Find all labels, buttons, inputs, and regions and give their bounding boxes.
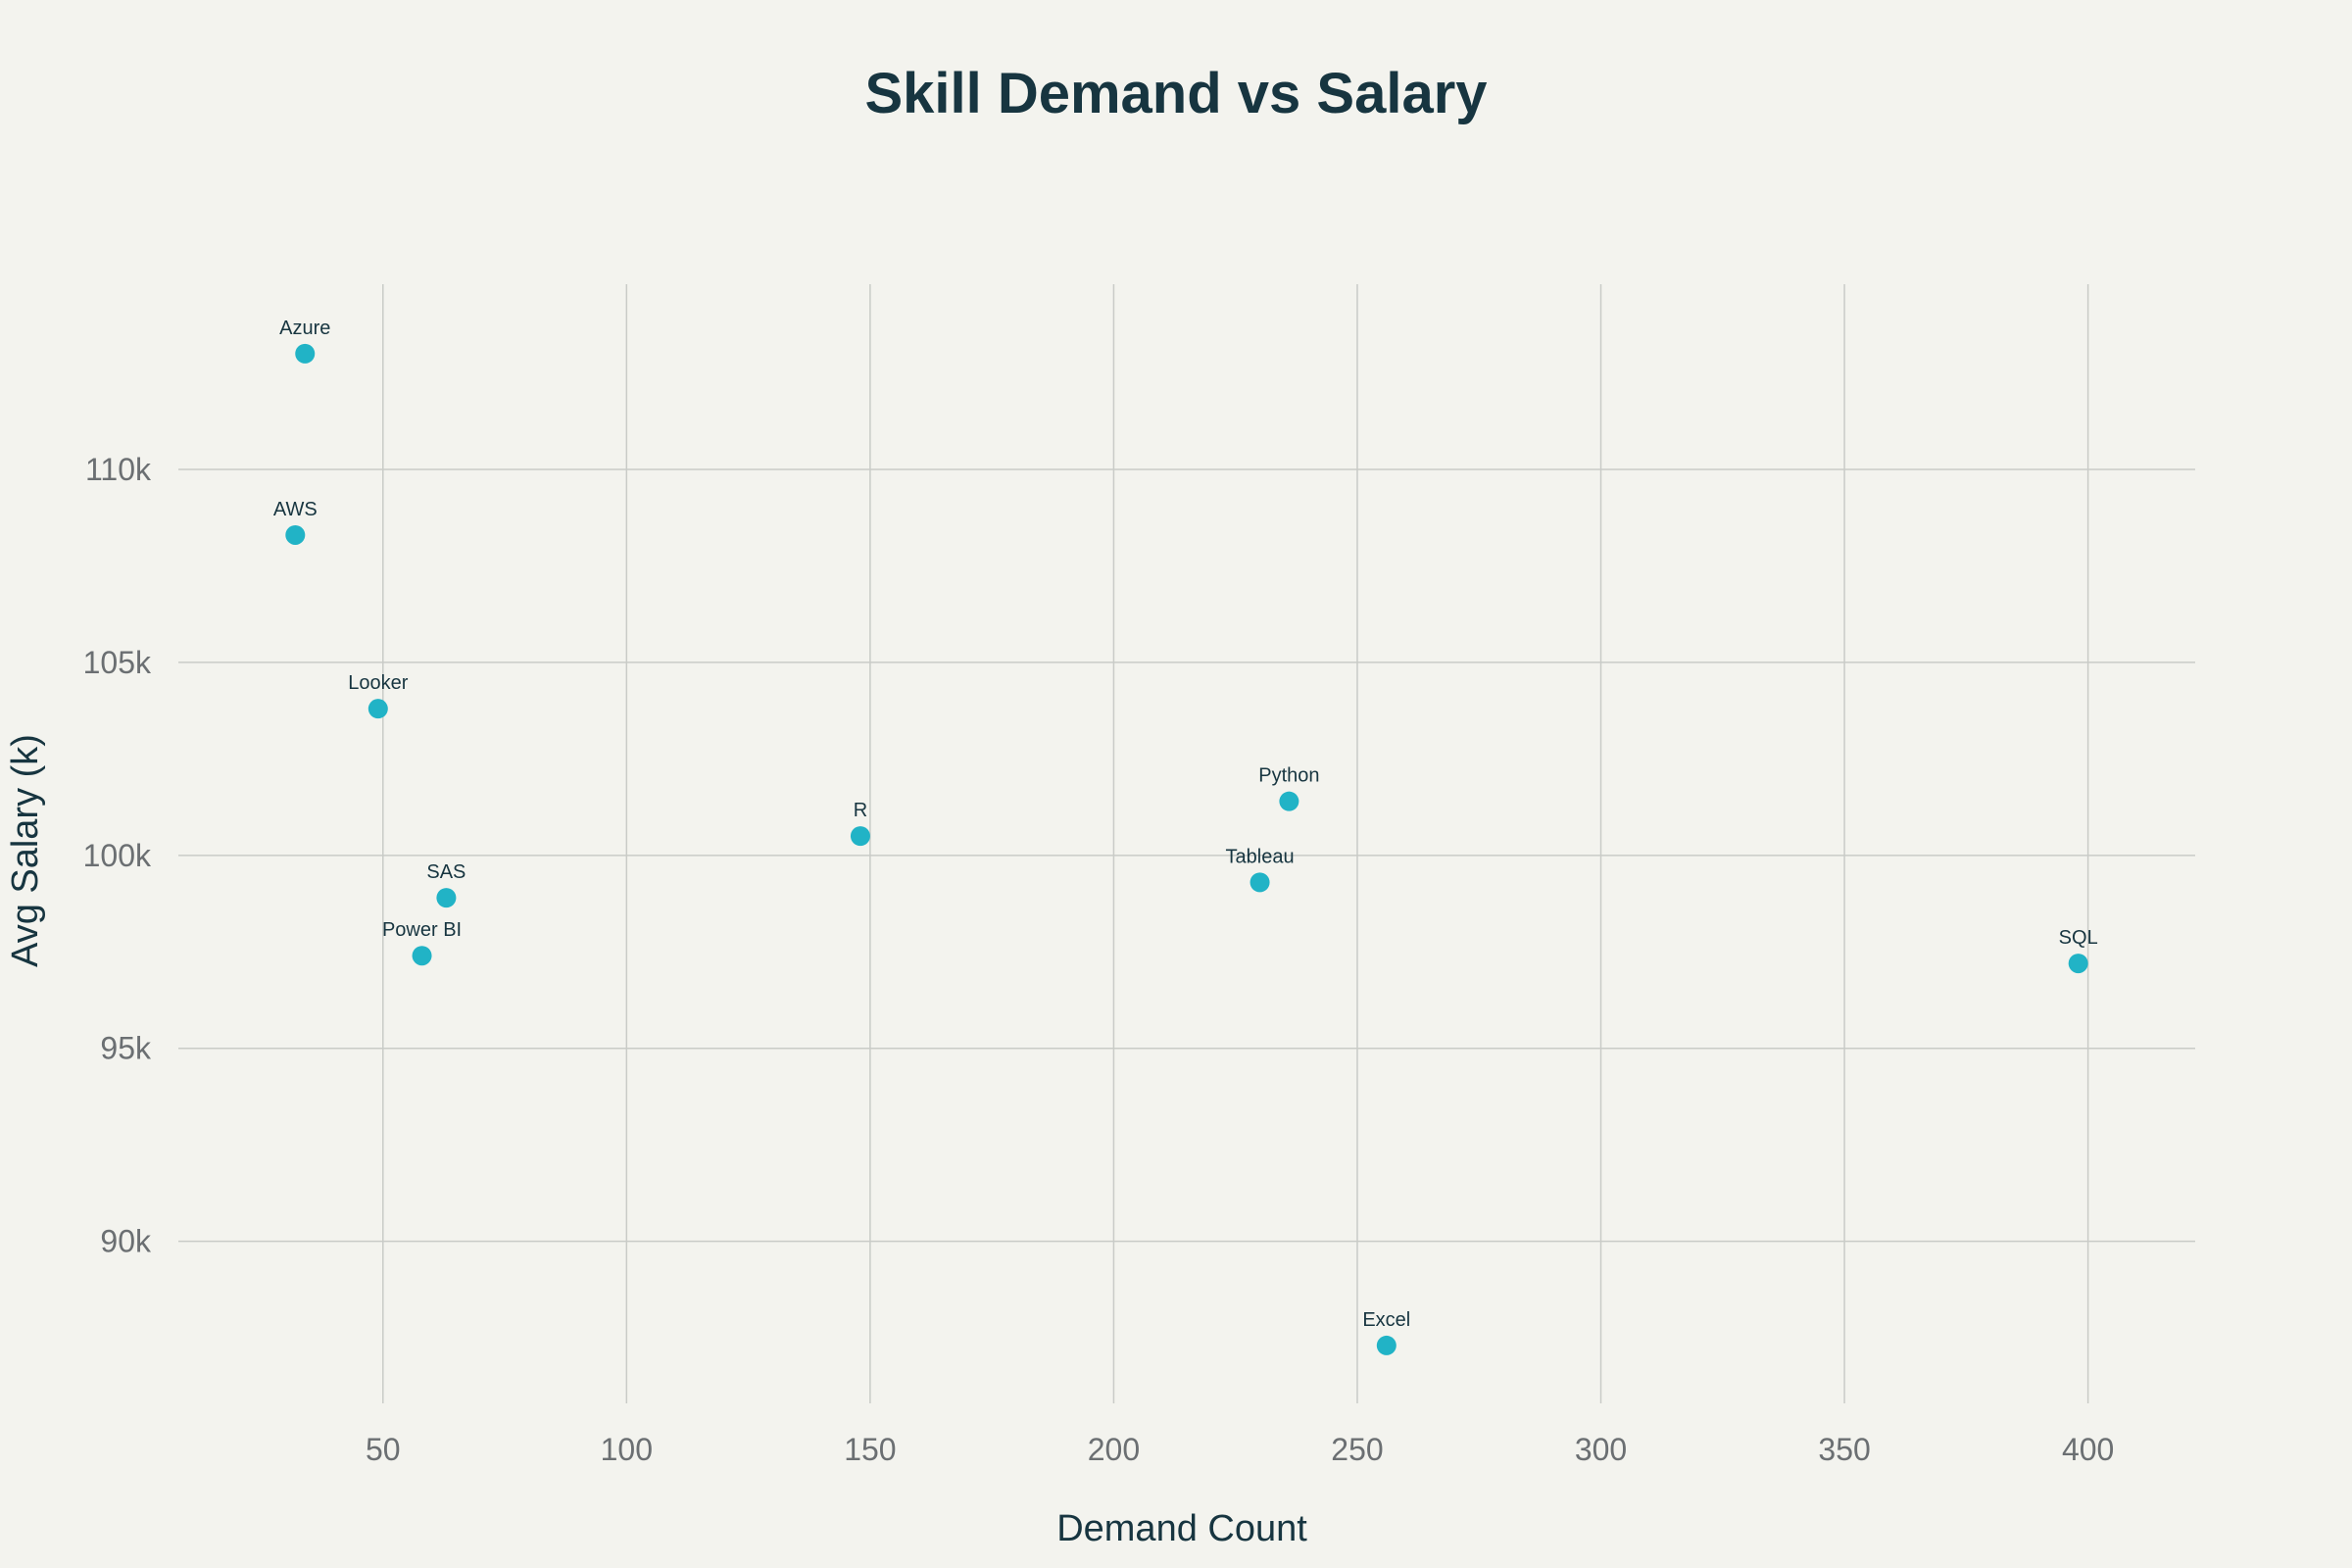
data-point xyxy=(2068,954,2088,974)
data-point xyxy=(295,343,316,364)
x-tick-label: 400 xyxy=(2062,1432,2114,1467)
data-point xyxy=(368,699,388,719)
x-tick-label: 50 xyxy=(366,1432,401,1467)
x-tick-label: 150 xyxy=(844,1432,896,1467)
y-tick-label: 90k xyxy=(100,1224,152,1259)
data-point xyxy=(436,888,457,908)
x-tick-label: 350 xyxy=(1818,1432,1870,1467)
data-point xyxy=(412,946,432,966)
chart-title: Skill Demand vs Salary xyxy=(864,62,1487,125)
grid-layer xyxy=(178,284,2195,1403)
x-tick-label: 250 xyxy=(1331,1432,1383,1467)
data-point xyxy=(1279,791,1299,811)
data-point xyxy=(285,524,306,545)
data-point-label: Power BI xyxy=(382,919,462,941)
data-point-label: Looker xyxy=(348,672,408,694)
y-tick-label: 105k xyxy=(83,645,152,680)
data-point-label: Python xyxy=(1258,765,1319,787)
data-point-label: Azure xyxy=(279,318,330,339)
data-point-label: SAS xyxy=(426,861,466,883)
point-layer: Azure AWS Looker SAS Power BI R Python Tableau E… xyxy=(273,318,2098,1355)
x-tick-label: 100 xyxy=(601,1432,653,1467)
y-tick-label: 110k xyxy=(85,452,152,487)
data-point xyxy=(1376,1335,1396,1355)
data-point-label: AWS xyxy=(273,499,318,520)
x-tick-label: 200 xyxy=(1088,1432,1140,1467)
x-tick-label: 300 xyxy=(1575,1432,1627,1467)
data-point-label: R xyxy=(854,800,867,821)
tick-layer: 50 100 150 200 250 300 350 400 90k 95k 100k 105k 110… xyxy=(83,452,2115,1467)
x-axis-title: Demand Count xyxy=(1056,1508,1307,1549)
data-point xyxy=(850,826,870,847)
y-tick-label: 100k xyxy=(83,838,152,873)
data-point-label: Excel xyxy=(1362,1309,1410,1331)
data-point-label: SQL xyxy=(2059,927,2098,949)
data-point xyxy=(1250,872,1270,893)
y-axis-title: Avg Salary (k) xyxy=(5,734,46,967)
data-point-label: Tableau xyxy=(1226,846,1295,867)
y-tick-label: 95k xyxy=(100,1031,152,1066)
